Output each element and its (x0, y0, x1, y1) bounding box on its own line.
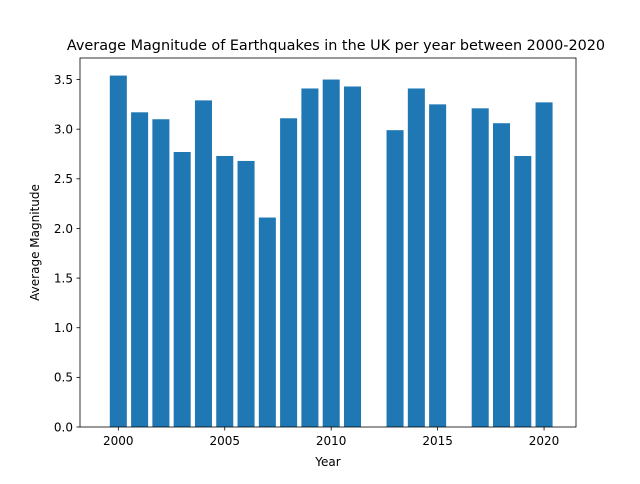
x-tick-label: 2000 (103, 434, 134, 448)
bar-2001 (131, 112, 149, 428)
bar-2015 (429, 104, 447, 428)
y-axis-ticks: 0.0 0.5 1.0 1.5 2.0 2.5 3.0 3.5 (54, 73, 80, 434)
bar-2002 (152, 119, 170, 427)
bar-2005 (216, 155, 234, 428)
y-axis-label: Average Magnitude (28, 184, 42, 301)
bar-2011 (343, 86, 361, 428)
bar-2000 (109, 75, 127, 427)
bar-2008 (280, 118, 298, 427)
y-tick-label: 2.5 (54, 172, 73, 186)
axes-group (79, 57, 577, 428)
bar-2004 (194, 100, 212, 427)
y-tick-label: 3.5 (54, 73, 73, 87)
bar-2018 (492, 123, 511, 427)
x-tick-label: 2005 (209, 434, 240, 448)
bar-2006 (237, 160, 255, 427)
bar-2013 (386, 130, 404, 428)
x-axis-ticks: 2000 2005 2010 2015 2020 (103, 427, 559, 448)
y-tick-label: 1.5 (54, 271, 73, 285)
bar-2017 (471, 108, 489, 427)
y-tick-label: 2.0 (54, 222, 73, 236)
x-tick-label: 2020 (529, 434, 560, 448)
y-tick-label: 3.0 (54, 122, 73, 136)
bars-group (109, 75, 553, 428)
bar-2014 (407, 88, 425, 427)
bar-2010 (322, 79, 340, 427)
y-tick-label: 0.5 (54, 371, 73, 385)
x-tick-label: 2015 (422, 434, 453, 448)
y-tick-label: 1.0 (54, 321, 73, 335)
x-axis-label: Year (314, 455, 340, 469)
bar-2007 (258, 217, 276, 427)
bar-2020 (535, 102, 553, 427)
y-tick-label: 0.0 (54, 420, 73, 434)
bar-2019 (514, 155, 532, 428)
plot-frame (79, 57, 577, 428)
bar-2003 (173, 152, 191, 427)
bar-2009 (301, 88, 319, 427)
chart-title: Average Magnitude of Earthquakes in the … (67, 38, 605, 54)
x-tick-label: 2010 (316, 434, 347, 448)
